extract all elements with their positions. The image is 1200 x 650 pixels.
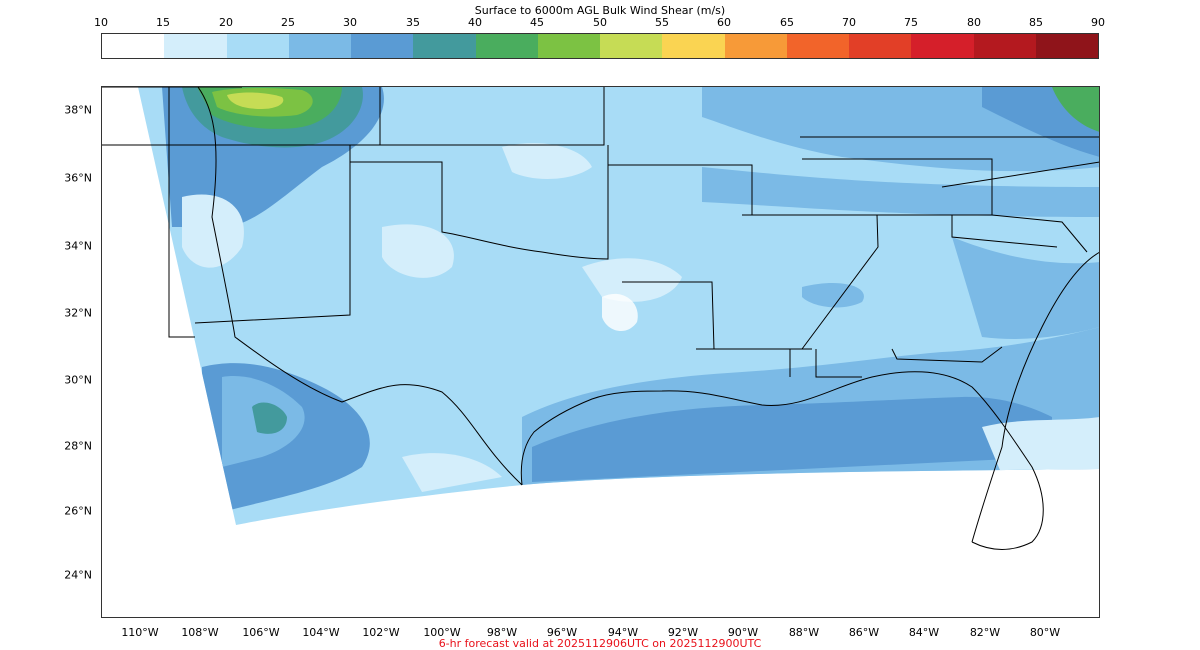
colorbar-swatch (1035, 34, 1098, 58)
lon-label: 92°W (667, 626, 699, 639)
colorbar-tick: 30 (343, 16, 357, 29)
colorbar-tick: 90 (1091, 16, 1105, 29)
wind-shear-field (138, 87, 1099, 525)
state-boundaries (102, 87, 1099, 378)
lat-label: 38°N (64, 103, 92, 117)
colorbar-tick: 65 (780, 16, 794, 29)
lon-label: 106°W (242, 626, 280, 639)
lon-label: 80°W (1029, 626, 1061, 639)
colorbar-tick: 25 (281, 16, 295, 29)
map-title: Surface to 6000m AGL Bulk Wind Shear (m/… (474, 4, 726, 17)
colorbar-swatch (537, 34, 600, 58)
colorbar-swatch (786, 34, 849, 58)
colorbar-swatch (226, 34, 289, 58)
lat-label: 34°N (64, 239, 92, 253)
lon-label: 82°W (969, 626, 1001, 639)
lon-label: 88°W (788, 626, 820, 639)
lon-label: 108°W (181, 626, 219, 639)
forecast-valid-caption: 6-hr forecast valid at 2025112906UTC on … (438, 637, 762, 650)
lat-label: 24°N (64, 568, 92, 582)
lon-label: 86°W (848, 626, 880, 639)
colorbar-swatch (911, 34, 974, 58)
colorbar-swatch (413, 34, 476, 58)
lat-label: 32°N (64, 306, 92, 320)
coastlines (102, 87, 1099, 550)
colorbar-swatch (662, 34, 725, 58)
lon-label: 94°W (607, 626, 639, 639)
colorbar (101, 33, 1099, 59)
colorbar-swatch (973, 34, 1036, 58)
colorbar-tick: 60 (717, 16, 731, 29)
map-svg (102, 87, 1099, 550)
colorbar-tick: 75 (904, 16, 918, 29)
lon-label: 90°W (727, 626, 759, 639)
lon-label: 110°W (121, 626, 159, 639)
colorbar-swatch (849, 34, 912, 58)
colorbar-swatch (724, 34, 787, 58)
lon-label: 96°W (546, 626, 578, 639)
colorbar-tick-labels: 10 15 20 25 30 35 40 45 50 55 60 65 70 7… (0, 16, 1200, 30)
colorbar-tick: 35 (406, 16, 420, 29)
colorbar-tick: 45 (530, 16, 544, 29)
colorbar-tick: 40 (468, 16, 482, 29)
lat-label: 26°N (64, 504, 92, 518)
colorbar-swatch (475, 34, 538, 58)
colorbar-swatch (164, 34, 227, 58)
colorbar-swatch (351, 34, 414, 58)
colorbar-tick: 55 (655, 16, 669, 29)
colorbar-tick: 85 (1029, 16, 1043, 29)
colorbar-tick: 50 (593, 16, 607, 29)
lon-label: 104°W (302, 626, 340, 639)
map-panel[interactable] (101, 86, 1100, 618)
colorbar-tick: 70 (842, 16, 856, 29)
lon-label: 102°W (362, 626, 400, 639)
lon-label: 84°W (908, 626, 940, 639)
lat-label: 30°N (64, 373, 92, 387)
colorbar-tick: 80 (967, 16, 981, 29)
colorbar-swatch (288, 34, 351, 58)
colorbar-tick: 15 (156, 16, 170, 29)
lon-label: 100°W (423, 626, 461, 639)
colorbar-tick: 10 (94, 16, 108, 29)
colorbar-swatch (600, 34, 663, 58)
colorbar-swatch (102, 34, 165, 58)
lat-label: 36°N (64, 171, 92, 185)
lon-label: 98°W (486, 626, 518, 639)
lat-label: 28°N (64, 439, 92, 453)
colorbar-tick: 20 (219, 16, 233, 29)
